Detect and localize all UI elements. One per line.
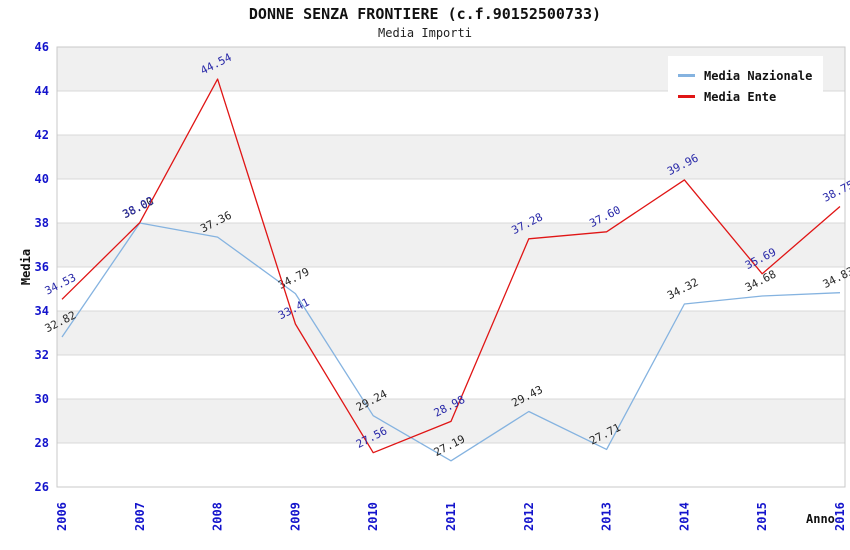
legend-item-media-ente: Media Ente — [678, 86, 815, 107]
plot-band — [57, 443, 845, 487]
series-line-media-nazionale — [61, 222, 841, 462]
legend-label-media-ente: Media Ente — [704, 89, 777, 104]
x-tick-label: 2010 — [366, 502, 380, 531]
y-axis-title: Media — [19, 249, 33, 285]
series-line-media-ente — [61, 78, 841, 454]
y-tick-label: 30 — [35, 392, 49, 406]
y-tick-label: 26 — [35, 480, 49, 494]
x-tick-label: 2009 — [288, 502, 302, 531]
x-tick-label: 2012 — [522, 502, 536, 531]
x-tick-label: 2016 — [833, 502, 847, 531]
legend: Media Nazionale Media Ente — [668, 56, 823, 115]
chart-title: DONNE SENZA FRONTIERE (c.f.90152500733) — [248, 5, 602, 23]
y-tick-label: 38 — [35, 216, 49, 230]
x-tick-label: 2007 — [133, 502, 147, 531]
y-tick-label: 34 — [35, 304, 49, 318]
plot-band — [57, 179, 845, 223]
x-tick-label: 2008 — [211, 502, 225, 531]
plot-border — [56, 46, 846, 488]
media-nazionale-line-swatch — [678, 74, 695, 77]
plot-band — [57, 267, 845, 311]
plot-band — [57, 311, 845, 355]
plot-band — [57, 355, 845, 399]
y-tick-label: 32 — [35, 348, 49, 362]
x-tick-label: 2013 — [600, 502, 614, 531]
x-tick-label: 2015 — [755, 502, 769, 531]
chart-subtitle: Media Importi — [378, 26, 472, 40]
x-tick-label: 2006 — [55, 502, 69, 531]
y-tick-label: 36 — [35, 260, 49, 274]
x-tick-label: 2014 — [677, 502, 691, 531]
y-tick-label: 40 — [35, 172, 49, 186]
y-tick-label: 42 — [35, 128, 49, 142]
legend-item-media-nazionale: Media Nazionale — [678, 65, 815, 86]
x-tick-label: 2011 — [444, 502, 458, 531]
x-axis-title: Anno — [806, 512, 835, 526]
y-tick-label: 28 — [35, 436, 49, 450]
plot-band — [57, 223, 845, 267]
plot-band — [57, 135, 845, 179]
y-tick-label: 44 — [35, 84, 49, 98]
media-ente-line-swatch — [678, 95, 695, 98]
y-tick-label: 46 — [35, 40, 49, 54]
legend-label-media-nazionale: Media Nazionale — [704, 68, 813, 83]
